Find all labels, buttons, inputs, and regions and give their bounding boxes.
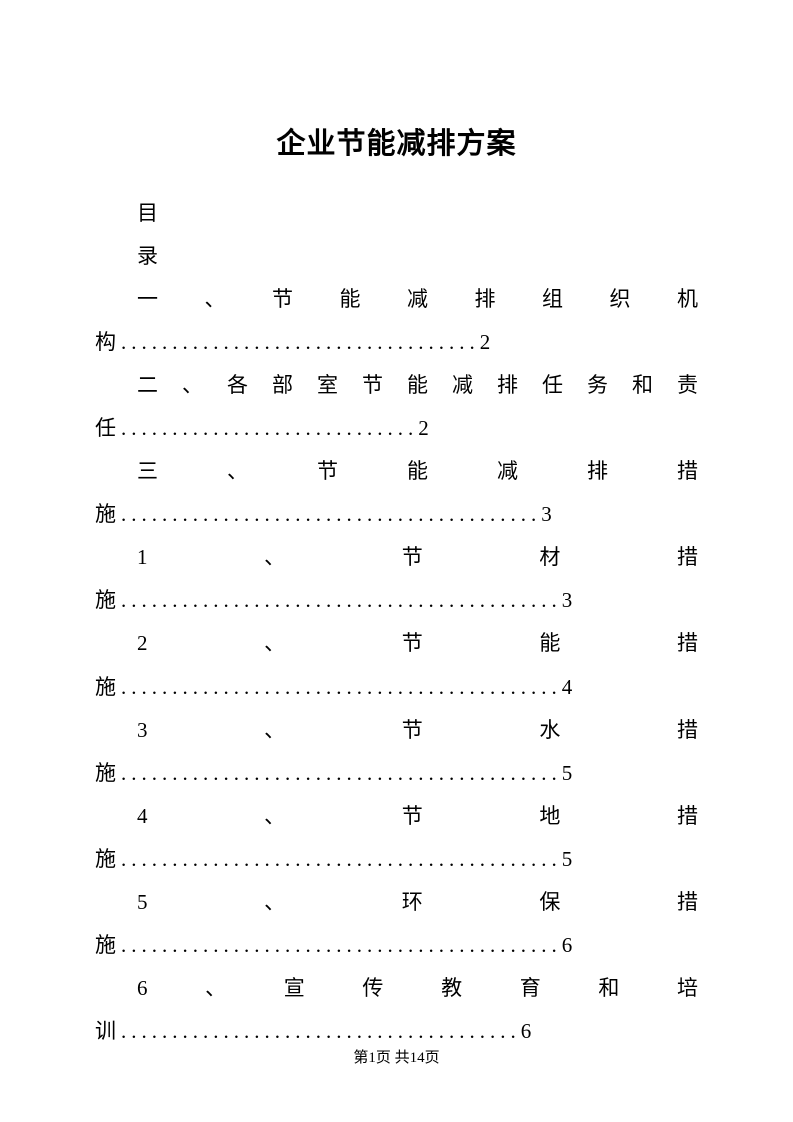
toc-entry-2-cont: 任 (95, 416, 121, 440)
footer-suffix: 页 (425, 1050, 440, 1066)
toc-entry-1-cont: 构 (95, 330, 121, 354)
toc-entry-2-dots: ............................. (121, 416, 418, 440)
toc-entry-7-line1: 4、节地措 (95, 795, 698, 838)
toc-entry-1-line2: 构...................................2 (95, 321, 698, 364)
toc-entry-7-page: 5 (562, 847, 578, 871)
toc-header-line-2: 录 (95, 235, 698, 278)
toc-entry-4-page: 3 (562, 588, 578, 612)
toc-entry-1-line1: 一、节能减排组织机 (95, 278, 698, 321)
toc-entry-5-line2: 施.......................................… (95, 666, 698, 709)
toc-entry-6-dots: ........................................… (121, 761, 562, 785)
footer-mid: 页 共 (376, 1050, 410, 1066)
toc-entry-4-line2: 施.......................................… (95, 579, 698, 622)
toc-entry-9-dots: ....................................... (121, 1019, 521, 1043)
toc-entry-3-page: 3 (541, 502, 557, 526)
footer-current-page: 1 (368, 1050, 376, 1066)
toc-entry-2-line2: 任.............................2 (95, 407, 698, 450)
toc-entry-8-cont: 施 (95, 933, 121, 957)
footer-total-pages: 14 (410, 1050, 425, 1066)
toc-entry-2-page: 2 (418, 416, 434, 440)
toc-entry-7-cont: 施 (95, 847, 121, 871)
toc-entry-6-line2: 施.......................................… (95, 752, 698, 795)
toc-entry-3-line1: 三、节能减排措 (95, 450, 698, 493)
toc-entry-6-line1: 3、节水措 (95, 709, 698, 752)
toc-entry-7-line2: 施.......................................… (95, 838, 698, 881)
document-body: 目 录 一、节能减排组织机 构.........................… (95, 192, 698, 1053)
page-title: 企业节能减排方案 (95, 120, 698, 162)
toc-entry-8-line2: 施.......................................… (95, 924, 698, 967)
toc-entry-5-page: 4 (562, 675, 578, 699)
toc-entry-4-line1: 1、节材措 (95, 536, 698, 579)
toc-entry-6-page: 5 (562, 761, 578, 785)
toc-entry-3-cont: 施 (95, 502, 121, 526)
toc-entry-8-page: 6 (562, 933, 578, 957)
toc-entry-9-line1: 6、宣传教育和培 (95, 967, 698, 1010)
toc-header-line-1: 目 (95, 192, 698, 235)
toc-entry-9-cont: 训 (95, 1019, 121, 1043)
toc-entry-5-cont: 施 (95, 675, 121, 699)
toc-entry-9-page: 6 (521, 1019, 537, 1043)
toc-entry-5-line1: 2、节能措 (95, 622, 698, 665)
page-footer: 第1页 共14页 (0, 1046, 793, 1067)
toc-entry-3-dots: ........................................… (121, 502, 541, 526)
toc-entry-6-cont: 施 (95, 761, 121, 785)
toc-entry-4-dots: ........................................… (121, 588, 562, 612)
toc-entry-8-line1: 5、环保措 (95, 881, 698, 924)
toc-entry-1-page: 2 (480, 330, 496, 354)
toc-entry-5-dots: ........................................… (121, 675, 562, 699)
toc-entry-3-line2: 施.......................................… (95, 493, 698, 536)
toc-entry-4-cont: 施 (95, 588, 121, 612)
toc-entry-1-dots: ................................... (121, 330, 480, 354)
toc-entry-8-dots: ........................................… (121, 933, 562, 957)
toc-entry-2-line1: 二、各部室节能减排任务和责 (95, 364, 698, 407)
toc-entry-7-dots: ........................................… (121, 847, 562, 871)
footer-prefix: 第 (353, 1050, 368, 1066)
